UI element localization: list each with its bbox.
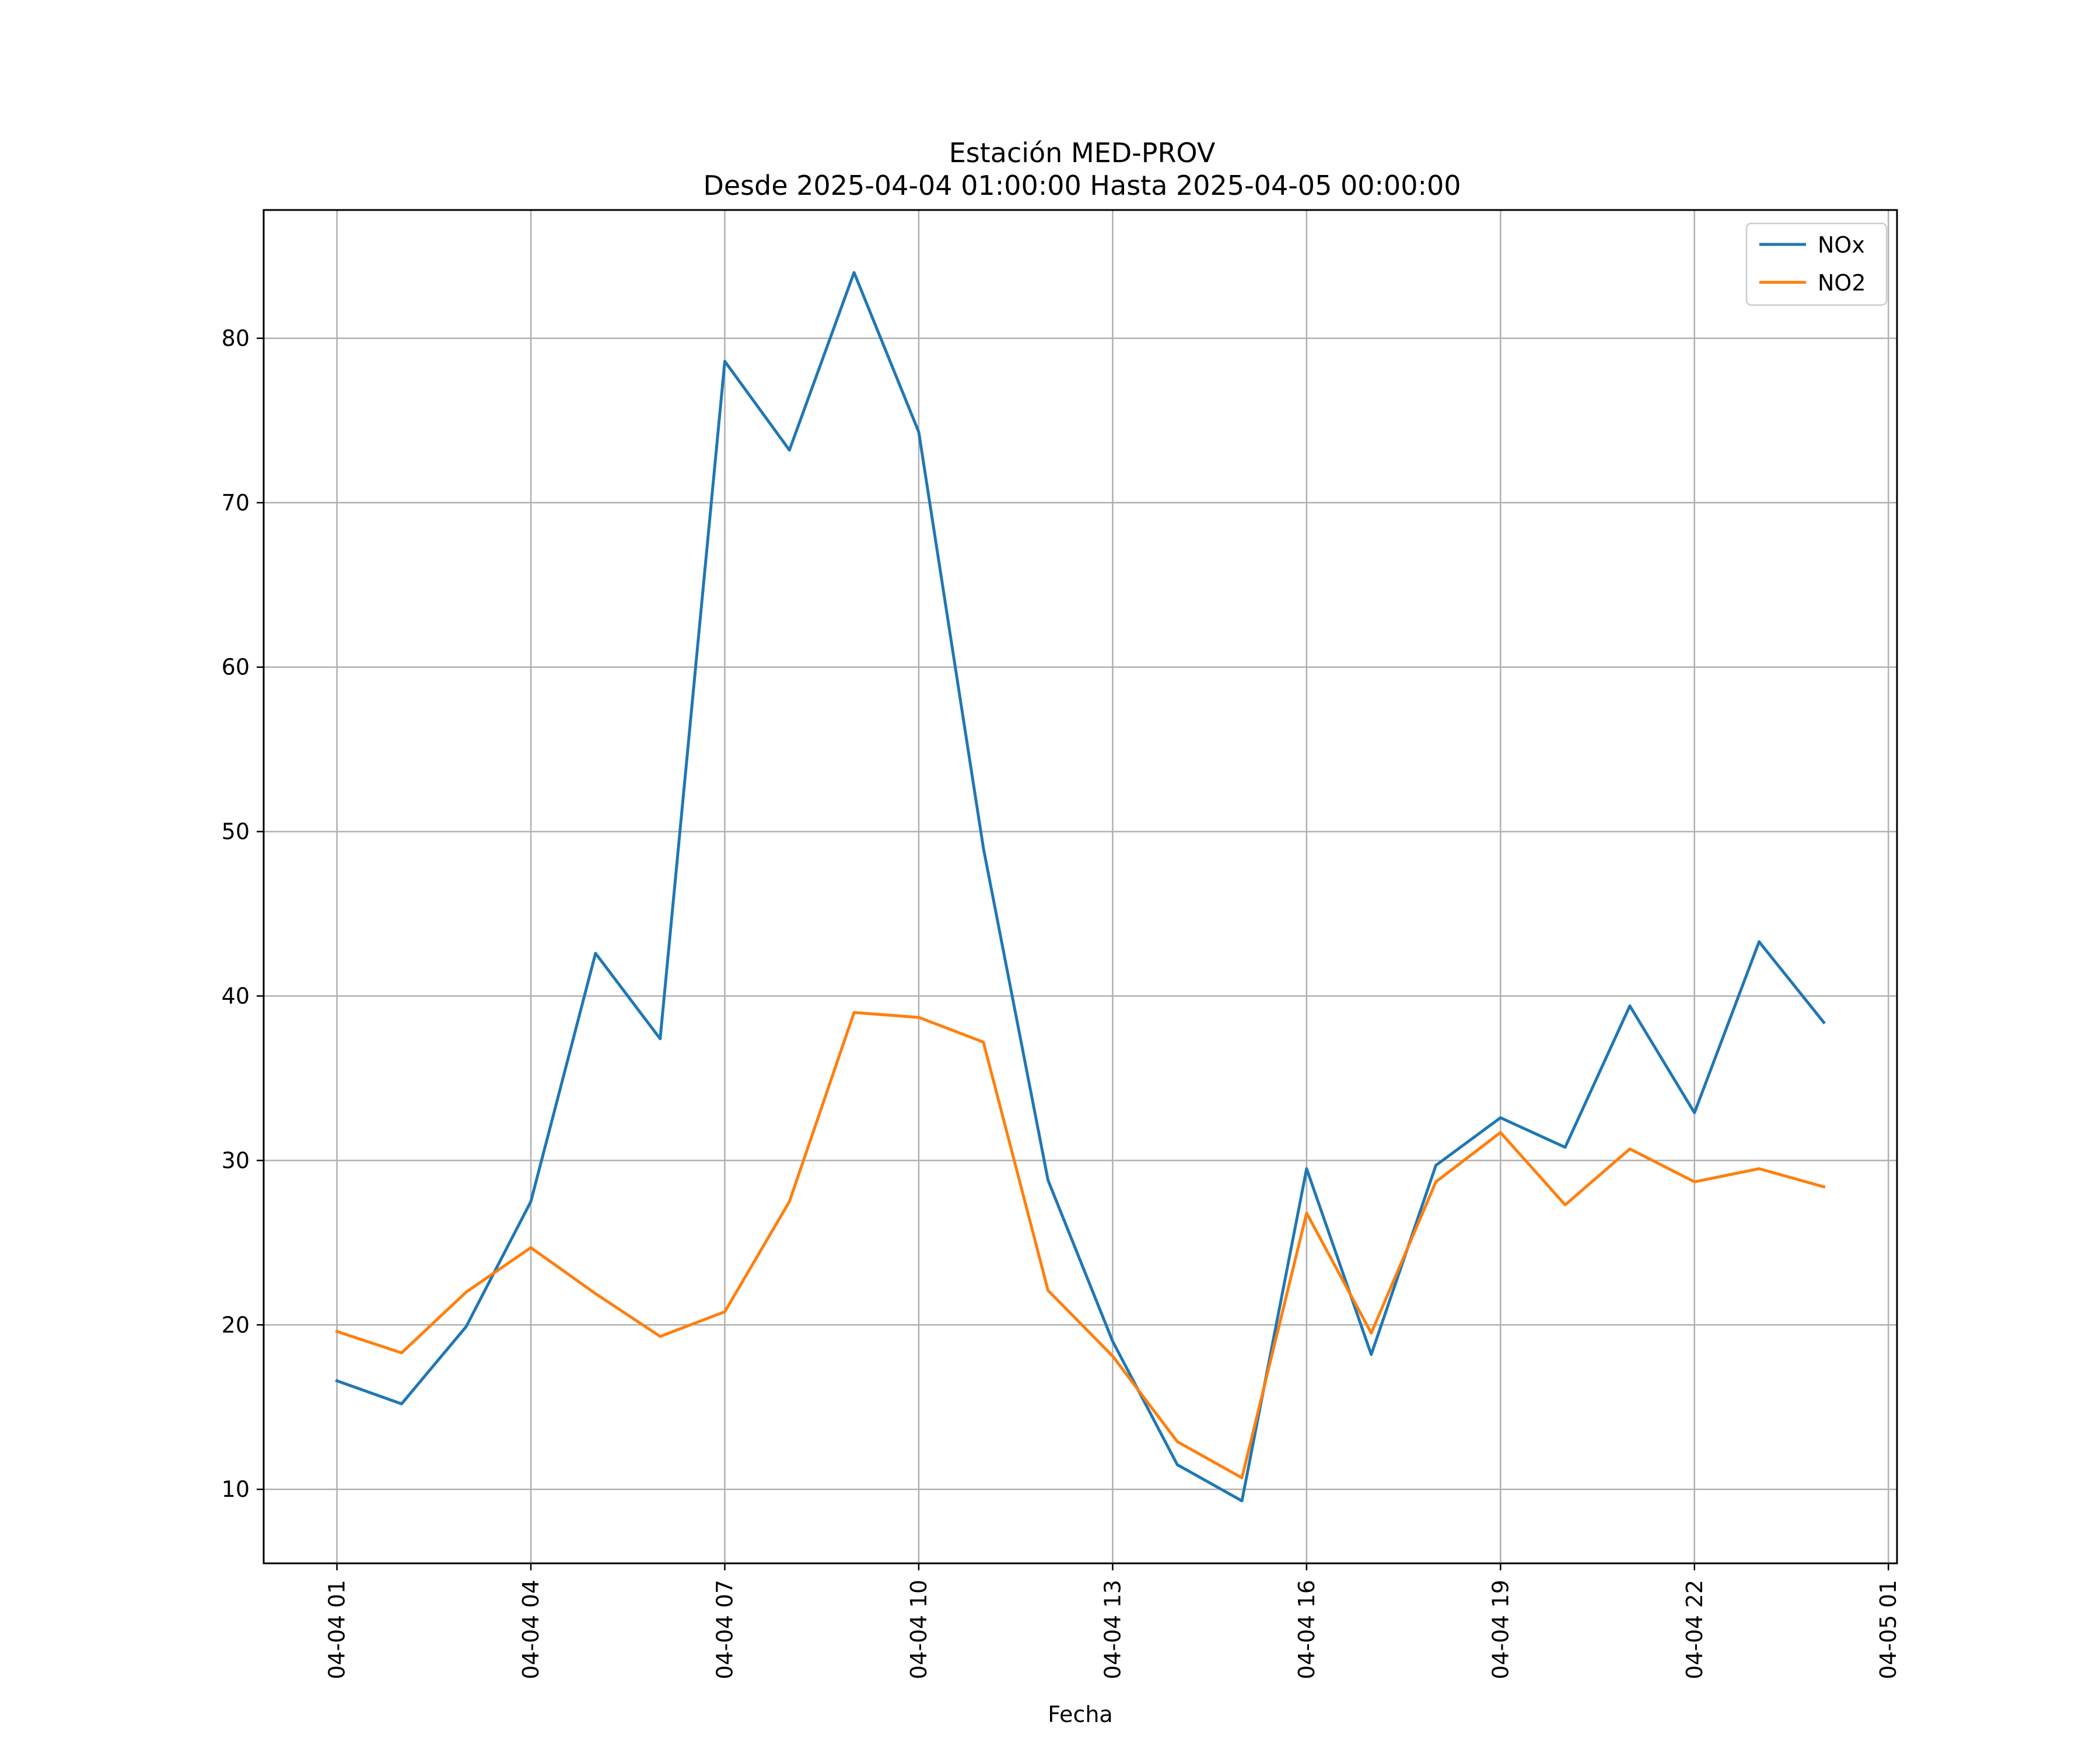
plot-frame [262, 209, 1898, 1564]
x-tick-label: 04-04 22 [1682, 1580, 1707, 1679]
y-tick-label: 80 [222, 326, 250, 351]
legend-label-nox: NOx [1818, 232, 1865, 258]
y-tick-label: 50 [222, 819, 250, 845]
x-tick-label: 04-04 10 [906, 1580, 932, 1679]
x-tick-label: 04-04 07 [712, 1580, 738, 1679]
y-tick-label: 70 [222, 490, 250, 516]
series-line-nox [335, 271, 1826, 1503]
y-tick-label: 40 [222, 983, 250, 1009]
y-tick-label: 10 [222, 1476, 250, 1502]
y-axis-ticks: 10 20 30 40 50 60 70 80 [222, 326, 264, 1502]
x-tick-label: 04-04 19 [1488, 1580, 1513, 1679]
x-axis-ticks: 04-04 01 04-04 04 04-04 07 04-04 10 04-04 13… [324, 1563, 1901, 1679]
y-tick-label: 20 [222, 1312, 250, 1338]
y-tick-label: 30 [222, 1147, 250, 1173]
grid-lines [264, 210, 1897, 1563]
plot-area [264, 210, 1897, 1563]
legend: NOx NO2 [1745, 222, 1888, 306]
series-line-no2 [335, 1011, 1826, 1479]
y-tick-label: 60 [222, 654, 250, 680]
x-axis-label: Fecha [1048, 1702, 1112, 1727]
x-tick-label: 04-04 13 [1100, 1580, 1125, 1679]
legend-label-no2: NO2 [1818, 270, 1866, 296]
x-tick-label: 04-05 01 [1875, 1580, 1901, 1679]
x-tick-label: 04-04 04 [518, 1580, 544, 1679]
chart-subtitle: Desde 2025-04-04 01:00:00 Hasta 2025-04-… [703, 170, 1461, 201]
x-tick-label: 04-04 01 [324, 1580, 350, 1679]
series-lines [335, 271, 1826, 1503]
chart-title: Estación MED-PROV [949, 137, 1216, 169]
x-tick-label: 04-04 16 [1294, 1580, 1320, 1679]
